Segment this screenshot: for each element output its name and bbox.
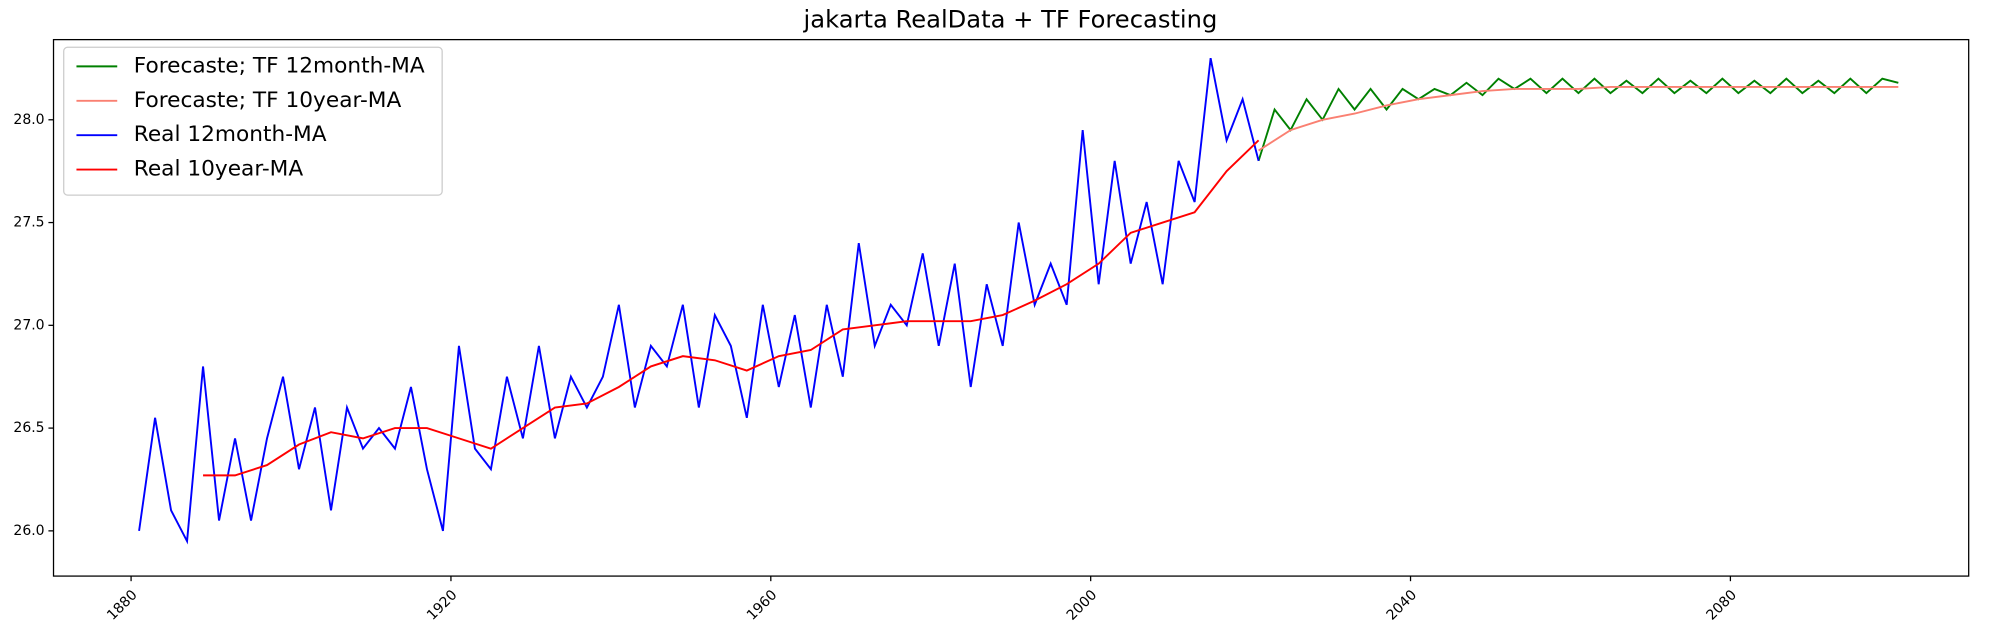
x-tick-label: 2080 — [1703, 587, 1740, 624]
y-tick-label: 27.0 — [13, 317, 44, 333]
x-tick-label: 1880 — [104, 587, 141, 624]
y-tick-label: 27.5 — [13, 215, 44, 231]
legend-box — [63, 46, 443, 196]
legend-label: Real 12month-MA — [134, 122, 327, 147]
legend-label: Forecaste; TF 10year-MA — [134, 88, 402, 113]
y-tick-label: 26.0 — [13, 523, 44, 539]
y-tick-label: 26.5 — [13, 420, 44, 436]
x-tick-label: 2040 — [1384, 587, 1421, 624]
line-series — [203, 139, 1260, 477]
line-series — [1258, 85, 1899, 152]
y-tick-label: 28.0 — [13, 112, 44, 128]
x-tick-label: 1960 — [744, 587, 781, 624]
legend-label: Real 10year-MA — [134, 157, 304, 182]
x-tick-label: 1920 — [424, 587, 461, 624]
plot-frame — [52, 38, 1970, 577]
line-series — [1257, 77, 1899, 162]
legend-label: Forecaste; TF 12month-MA — [134, 53, 425, 78]
x-tick-label: 2000 — [1064, 587, 1101, 624]
line-series — [138, 57, 1260, 545]
chart-title: jakarta RealData + TF Forecasting — [803, 6, 1218, 34]
